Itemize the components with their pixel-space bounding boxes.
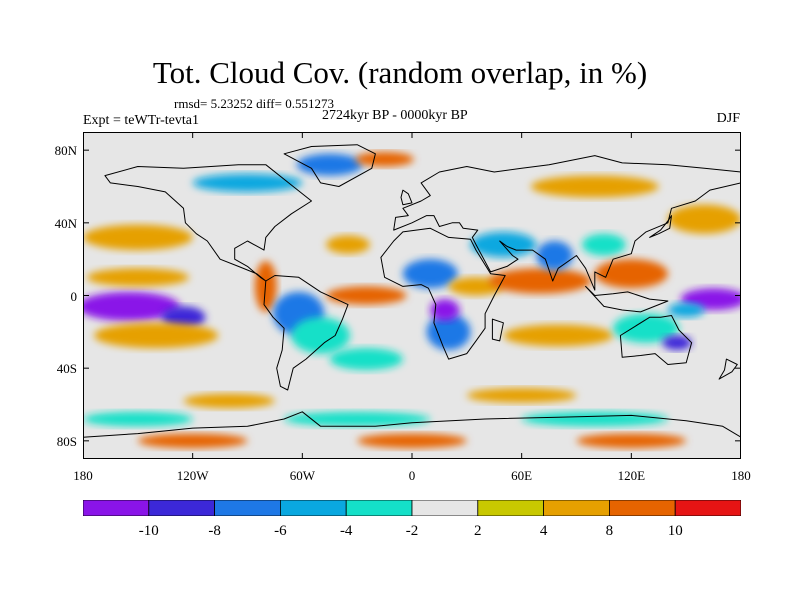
coastline-north-america	[104, 164, 312, 282]
anomaly-pacific-equatorial-low	[83, 291, 180, 321]
colorbar-label: -8	[208, 523, 221, 539]
colorbar-box-3	[279, 500, 347, 516]
colorbar-label: -2	[405, 523, 419, 539]
period-label: 2724kyr BP - 0000kyr BP	[322, 108, 468, 123]
colorbar-label: 10	[667, 523, 683, 539]
colorbar-label: -4	[339, 523, 353, 539]
colorbar-box-8	[609, 500, 676, 516]
colorbar-box-7	[543, 500, 610, 516]
anomaly-australia-purple	[662, 335, 692, 350]
anomaly-indian-ocean-red	[488, 268, 592, 294]
anomaly-china-blue	[581, 233, 626, 256]
colorbar-box-5	[411, 500, 479, 516]
anomaly-atlantic-itcz	[326, 286, 407, 305]
colorbar-box-0	[83, 500, 150, 516]
anomaly-australia-cyan	[613, 313, 679, 343]
anomaly-africa-south-blue	[426, 313, 471, 350]
anomaly-africa-east-purple	[430, 299, 460, 321]
map-panel	[83, 132, 741, 459]
anomaly-antarctic-red-3	[576, 433, 687, 449]
y-tick-label: 40S	[56, 361, 77, 377]
x-tick-label: 180	[73, 468, 93, 483]
anomaly-pacific-low-2	[161, 306, 206, 329]
coastline-south-america	[263, 275, 349, 391]
coastline-eurasia	[393, 155, 741, 291]
season-label: DJF	[716, 111, 740, 126]
coastline-new-zealand	[718, 358, 738, 380]
anomaly-natlantic-red	[326, 235, 370, 254]
x-tick-label: 120E	[617, 468, 646, 483]
anomaly-arctic-red	[355, 151, 414, 167]
anomaly-sp-yellow	[183, 393, 275, 409]
anomaly-si-yellow	[466, 388, 577, 403]
colorbar-label: 8	[605, 523, 614, 539]
x-tick-label: 0	[408, 468, 416, 483]
colorbar	[83, 500, 741, 516]
anomaly-greenland-mix	[296, 153, 363, 176]
colorbar-box-1	[148, 500, 216, 516]
colorbar-box-4	[345, 500, 413, 516]
anomaly-npacific-band	[83, 224, 193, 251]
coastline-madagascar	[491, 318, 504, 342]
anomaly-pacific-north-band	[86, 268, 190, 287]
coastline-uk	[400, 189, 413, 206]
colorbar-box-9	[674, 500, 741, 516]
coastline-greenland	[283, 144, 376, 187]
coastline-indonesia	[585, 285, 669, 313]
anomaly-antarctic-red-1	[137, 433, 248, 449]
map-plot	[83, 132, 741, 459]
anomaly-africa-north-blue	[402, 259, 458, 289]
colorbar-label: 4	[539, 523, 548, 539]
x-tick-label: 180	[731, 468, 751, 483]
anomaly-southern-ocean-3	[521, 411, 668, 427]
x-tick-label: 60W	[289, 468, 315, 483]
y-tick-label: 40N	[54, 215, 77, 231]
colorbar-label: -10	[138, 523, 159, 539]
coastline-australia	[619, 315, 693, 365]
anomaly-pacific-south-band	[93, 322, 219, 349]
y-tick-label: 0	[70, 288, 78, 304]
x-tick-label: 120W	[176, 468, 209, 483]
anomaly-antarctic-red-2	[357, 433, 467, 449]
coastline-japan	[649, 215, 672, 238]
colorbar-box-2	[214, 500, 281, 516]
anomaly-maritime-red	[594, 259, 668, 289]
stats-label: rmsd= 5.23252 diff= 0.551273	[174, 96, 334, 111]
coastline-antarctica	[83, 411, 741, 459]
anomaly-samerica-cyan	[291, 317, 350, 354]
anomaly-npacific-yellow	[667, 204, 741, 234]
colorbar-box-6	[477, 500, 544, 516]
anomaly-india-blue	[536, 241, 573, 271]
coastline-africa	[380, 227, 506, 360]
anomaly-canada-band	[192, 173, 303, 192]
anomaly-wpacific-blue	[667, 302, 705, 318]
colorbar-label: -6	[274, 523, 287, 539]
y-tick-label: 80S	[56, 433, 77, 449]
x-tick-label: 60E	[511, 468, 533, 483]
plot-title: Tot. Cloud Cov. (random overlap, in %)	[152, 55, 648, 90]
y-tick-label: 80N	[54, 143, 77, 159]
anomaly-southern-ocean-2	[284, 411, 431, 427]
anomaly-southern-ocean-1	[83, 411, 193, 427]
anomaly-satlantic-cyan	[329, 348, 403, 370]
anomaly-indian-ocean-south	[503, 324, 614, 347]
experiment-label: Expt = teWTr-tevta1	[83, 113, 199, 128]
anomaly-nasia-yellow	[530, 175, 659, 198]
colorbar-label: 2	[474, 523, 482, 539]
